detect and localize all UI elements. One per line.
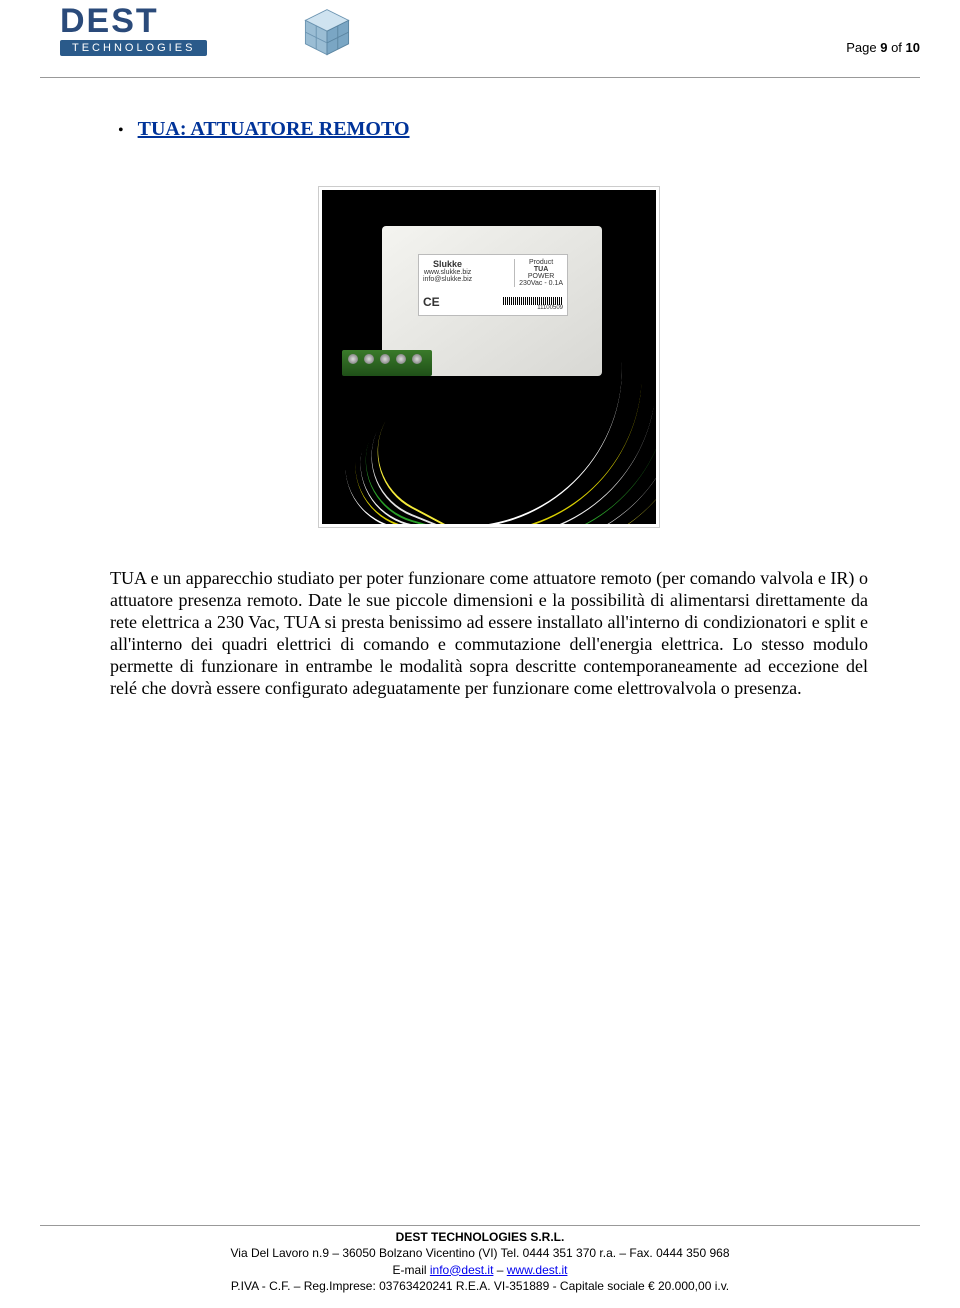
device-power-hdr: POWER xyxy=(519,273,563,280)
footer-rule xyxy=(40,1225,920,1226)
section-heading: • TUA: ATTUATORE REMOTO xyxy=(118,118,868,141)
device-power: 230Vac - 0.1A xyxy=(519,280,563,287)
page-total: 10 xyxy=(906,40,920,55)
footer-sep: – xyxy=(493,1263,506,1277)
page-label: Page xyxy=(846,40,880,55)
device-brand: Slukke xyxy=(423,259,472,269)
brand-main-text: DEST xyxy=(60,6,330,37)
device-label: Slukke www.slukke.biz info@slukke.biz Pr… xyxy=(418,254,568,316)
page: DEST TECHNOLOGIES Page 9 of 10 • TUA: AT… xyxy=(0,0,960,1308)
device-product: TUA xyxy=(519,266,563,273)
device-url: www.slukke.biz xyxy=(423,269,472,276)
barcode-icon xyxy=(503,297,563,305)
product-photo: Slukke www.slukke.biz info@slukke.biz Pr… xyxy=(319,187,659,527)
brand-sub-text: TECHNOLOGIES xyxy=(60,40,207,56)
body-paragraph: TUA e un apparecchio studiato per poter … xyxy=(110,568,868,700)
section-title: TUA: ATTUATORE REMOTO xyxy=(138,118,410,141)
device-product-hdr: Product xyxy=(519,259,563,266)
page-header: DEST TECHNOLOGIES Page 9 of 10 xyxy=(40,0,920,78)
device-serial: 11100509 xyxy=(503,305,563,311)
footer-web-link[interactable]: www.dest.it xyxy=(507,1263,568,1277)
ce-mark-icon: CE xyxy=(423,295,440,311)
footer-address: Via Del Lavoro n.9 – 36050 Bolzano Vicen… xyxy=(0,1245,960,1261)
wires xyxy=(322,370,659,527)
page-sep: of xyxy=(887,40,905,55)
brand-logo: DEST TECHNOLOGIES xyxy=(60,6,330,56)
page-number: Page 9 of 10 xyxy=(846,40,920,55)
bullet-icon: • xyxy=(118,122,124,140)
footer-company: DEST TECHNOLOGIES S.R.L. xyxy=(0,1229,960,1245)
page-footer: DEST TECHNOLOGIES S.R.L. Via Del Lavoro … xyxy=(0,1229,960,1294)
cube-icon xyxy=(300,6,354,60)
device-mail: info@slukke.biz xyxy=(423,276,472,283)
footer-email-label: E-mail xyxy=(393,1263,430,1277)
product-photo-wrap: Slukke www.slukke.biz info@slukke.biz Pr… xyxy=(110,187,868,532)
footer-email-link[interactable]: info@dest.it xyxy=(430,1263,494,1277)
content-area: • TUA: ATTUATORE REMOTO Slukke www.slukk… xyxy=(0,78,960,700)
footer-contact-line: E-mail info@dest.it – www.dest.it xyxy=(0,1262,960,1278)
footer-legal: P.IVA - C.F. – Reg.Imprese: 03763420241 … xyxy=(0,1278,960,1294)
